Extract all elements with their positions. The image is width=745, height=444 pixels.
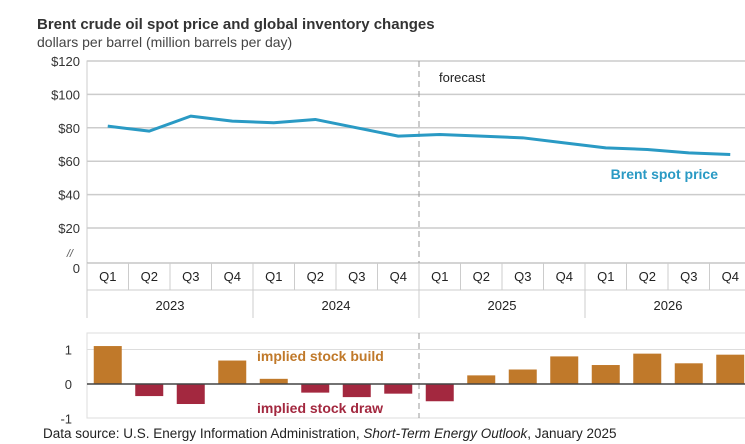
y-tick-label: $20 — [58, 221, 80, 236]
stock-build-bar — [93, 346, 122, 384]
y-tick-label: $60 — [58, 154, 80, 169]
x-tick-label: Q3 — [348, 269, 365, 284]
stock-build-bar — [508, 369, 537, 384]
axis-break-mark: // — [66, 248, 74, 260]
x-tick-label: Q2 — [307, 269, 324, 284]
x-tick-label: Q1 — [431, 269, 448, 284]
y-tick-label: 1 — [65, 343, 72, 358]
stock-draw-bar — [135, 384, 164, 397]
x-tick-label: Q2 — [639, 269, 656, 284]
x-tick-label: Q1 — [99, 269, 116, 284]
y-tick-label: $80 — [58, 121, 80, 136]
source-note: Data source: U.S. Energy Information Adm… — [43, 426, 617, 441]
draw-label: implied stock draw — [257, 400, 383, 416]
y-tick-label: -1 — [60, 412, 72, 427]
x-tick-label: Q3 — [182, 269, 199, 284]
x-tick-label: Q4 — [722, 269, 739, 284]
stock-build-bar — [259, 378, 288, 384]
x-tick-label: Q1 — [265, 269, 282, 284]
x-tick-label: Q4 — [556, 269, 573, 284]
forecast-label: forecast — [439, 70, 486, 85]
x-tick-label: Q3 — [514, 269, 531, 284]
year-label: 2024 — [322, 298, 351, 313]
build-label: implied stock build — [257, 348, 384, 364]
x-tick-label: Q4 — [390, 269, 407, 284]
x-tick-label: Q3 — [680, 269, 697, 284]
y-tick-label: 0 — [65, 377, 72, 392]
stock-draw-bar — [425, 384, 454, 402]
series-label: Brent spot price — [611, 166, 719, 182]
year-label: 2025 — [488, 298, 517, 313]
y-tick-label: $40 — [58, 188, 80, 203]
x-tick-label: Q4 — [224, 269, 241, 284]
stock-build-bar — [550, 356, 579, 384]
chart-subtitle: dollars per barrel (million barrels per … — [37, 34, 292, 50]
stock-build-bar — [591, 365, 620, 384]
stock-build-bar — [218, 360, 247, 384]
stock-build-bar — [716, 354, 745, 384]
stock-build-bar — [633, 353, 662, 384]
x-tick-label: Q1 — [597, 269, 614, 284]
year-label: 2026 — [654, 298, 683, 313]
chart-title: Brent crude oil spot price and global in… — [37, 16, 435, 33]
x-tick-label: Q2 — [473, 269, 490, 284]
y-tick-label: 0 — [73, 261, 80, 276]
stock-draw-bar — [384, 384, 413, 394]
y-tick-label: $120 — [51, 54, 80, 69]
stock-draw-bar — [301, 384, 330, 393]
plot-area — [86, 60, 745, 264]
brent-price-line — [107, 114, 731, 157]
stock-draw-bar — [342, 384, 371, 398]
stock-build-bar — [674, 363, 703, 384]
stock-draw-bar — [176, 384, 205, 405]
year-label: 2023 — [156, 298, 185, 313]
stock-build-bar — [467, 375, 496, 384]
y-tick-label: $100 — [51, 87, 80, 102]
x-tick-label: Q2 — [141, 269, 158, 284]
